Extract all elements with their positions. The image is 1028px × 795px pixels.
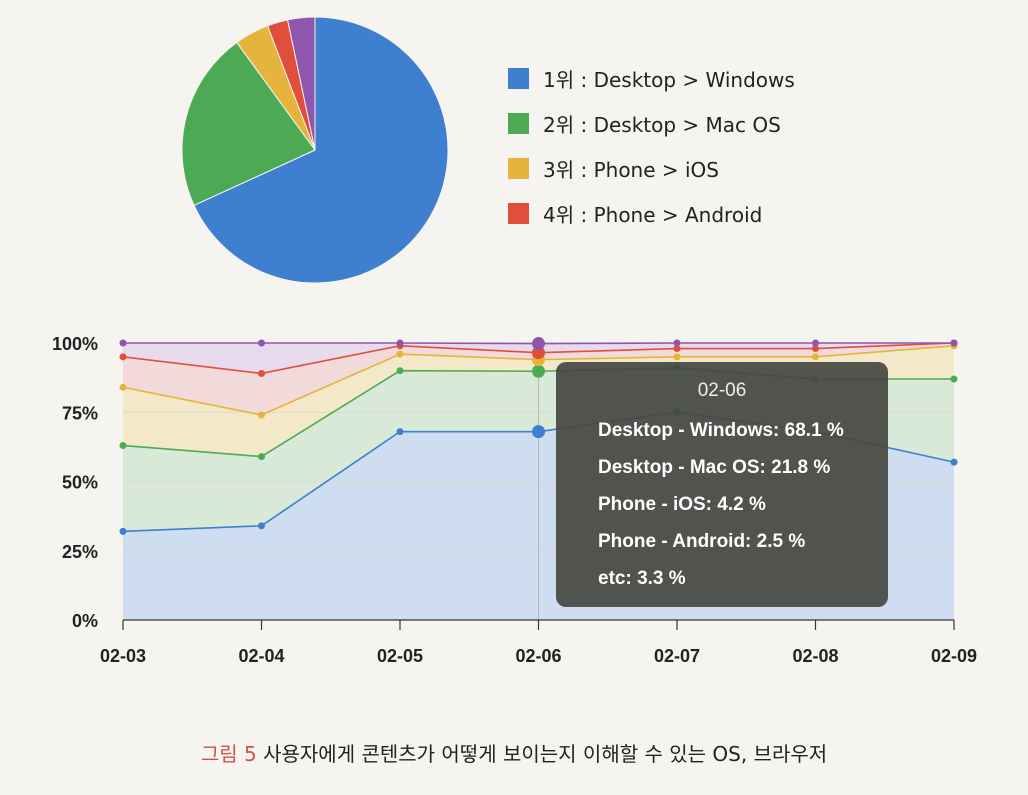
data-point[interactable] — [258, 339, 265, 347]
data-point[interactable] — [119, 339, 127, 347]
pie-legend: 1위 : Desktop > Windows 2위 : Desktop > Ma… — [508, 56, 795, 236]
tooltip-line: Desktop - Mac OS: 21.8 % — [598, 457, 831, 478]
tooltip-line: etc: 3.3 % — [598, 568, 686, 589]
data-point[interactable] — [673, 339, 681, 347]
legend-swatch — [508, 203, 529, 224]
pie-chart — [181, 16, 449, 284]
tooltip-title: 02-06 — [697, 380, 747, 401]
data-point[interactable] — [119, 383, 127, 391]
data-point[interactable] — [673, 353, 681, 361]
y-tick-label: 0% — [72, 611, 98, 631]
data-point[interactable] — [258, 522, 265, 530]
legend-swatch — [508, 113, 529, 134]
data-point[interactable] — [119, 527, 127, 535]
chart-tooltip: 02-06 Desktop - Windows: 68.1 % Desktop … — [556, 362, 888, 607]
tooltip-line: Phone - iOS: 4.2 % — [598, 494, 766, 515]
legend-label: 3위 : Phone > iOS — [543, 158, 719, 182]
data-point[interactable] — [258, 369, 265, 377]
x-tick-label: 02-09 — [931, 646, 977, 666]
data-point[interactable] — [532, 425, 545, 439]
figure-caption: 그림 5 사용자에게 콘텐츠가 어떻게 보이는지 이해할 수 있는 OS, 브라… — [0, 738, 1028, 767]
data-point[interactable] — [396, 350, 404, 358]
data-point[interactable] — [812, 339, 819, 347]
legend-item[interactable]: 4위 : Phone > Android — [508, 191, 795, 236]
x-tick-label: 02-06 — [515, 646, 561, 666]
pie-slice[interactable] — [193, 16, 449, 284]
tooltip-line: Phone - Android: 2.5 % — [598, 531, 806, 552]
data-point[interactable] — [119, 353, 127, 361]
data-point[interactable] — [532, 346, 545, 360]
y-tick-label: 50% — [62, 473, 98, 493]
legend-label: 1위 : Desktop > Windows — [543, 68, 795, 92]
data-point[interactable] — [950, 375, 958, 383]
data-point[interactable] — [950, 458, 958, 466]
legend-item[interactable]: 3위 : Phone > iOS — [508, 146, 795, 191]
data-point[interactable] — [396, 367, 404, 375]
data-point[interactable] — [532, 337, 545, 351]
tooltip-line: Desktop - Windows: 68.1 % — [598, 420, 844, 441]
area-android — [123, 343, 954, 416]
legend-label: 2위 : Desktop > Mac OS — [543, 113, 781, 137]
legend-swatch — [508, 158, 529, 179]
data-point[interactable] — [396, 428, 404, 436]
data-point[interactable] — [396, 339, 404, 347]
y-tick-label: 100% — [52, 334, 98, 354]
data-point[interactable] — [532, 364, 545, 378]
x-tick-label: 02-03 — [100, 646, 146, 666]
data-point[interactable] — [812, 345, 819, 353]
y-tick-label: 75% — [62, 403, 98, 423]
caption-number: 그림 5 — [200, 742, 257, 766]
area-etc — [123, 343, 954, 374]
data-point[interactable] — [950, 339, 958, 347]
legend-item[interactable]: 1위 : Desktop > Windows — [508, 56, 795, 101]
data-point[interactable] — [258, 411, 265, 419]
x-tick-label: 02-07 — [654, 646, 700, 666]
data-point[interactable] — [119, 441, 127, 449]
caption-text: 사용자에게 콘텐츠가 어떻게 보이는지 이해할 수 있는 OS, 브라우저 — [263, 742, 828, 766]
legend-label: 4위 : Phone > Android — [543, 203, 763, 227]
pie-slice[interactable] — [181, 41, 316, 207]
data-point[interactable] — [673, 345, 681, 353]
x-tick-label: 02-04 — [238, 646, 284, 666]
y-tick-label: 25% — [62, 542, 98, 562]
legend-swatch — [508, 68, 529, 89]
x-tick-label: 02-05 — [377, 646, 423, 666]
legend-item[interactable]: 2위 : Desktop > Mac OS — [508, 101, 795, 146]
x-tick-label: 02-08 — [792, 646, 838, 666]
data-point[interactable] — [812, 353, 819, 361]
data-point[interactable] — [258, 453, 265, 461]
pie-slice[interactable] — [287, 16, 316, 151]
